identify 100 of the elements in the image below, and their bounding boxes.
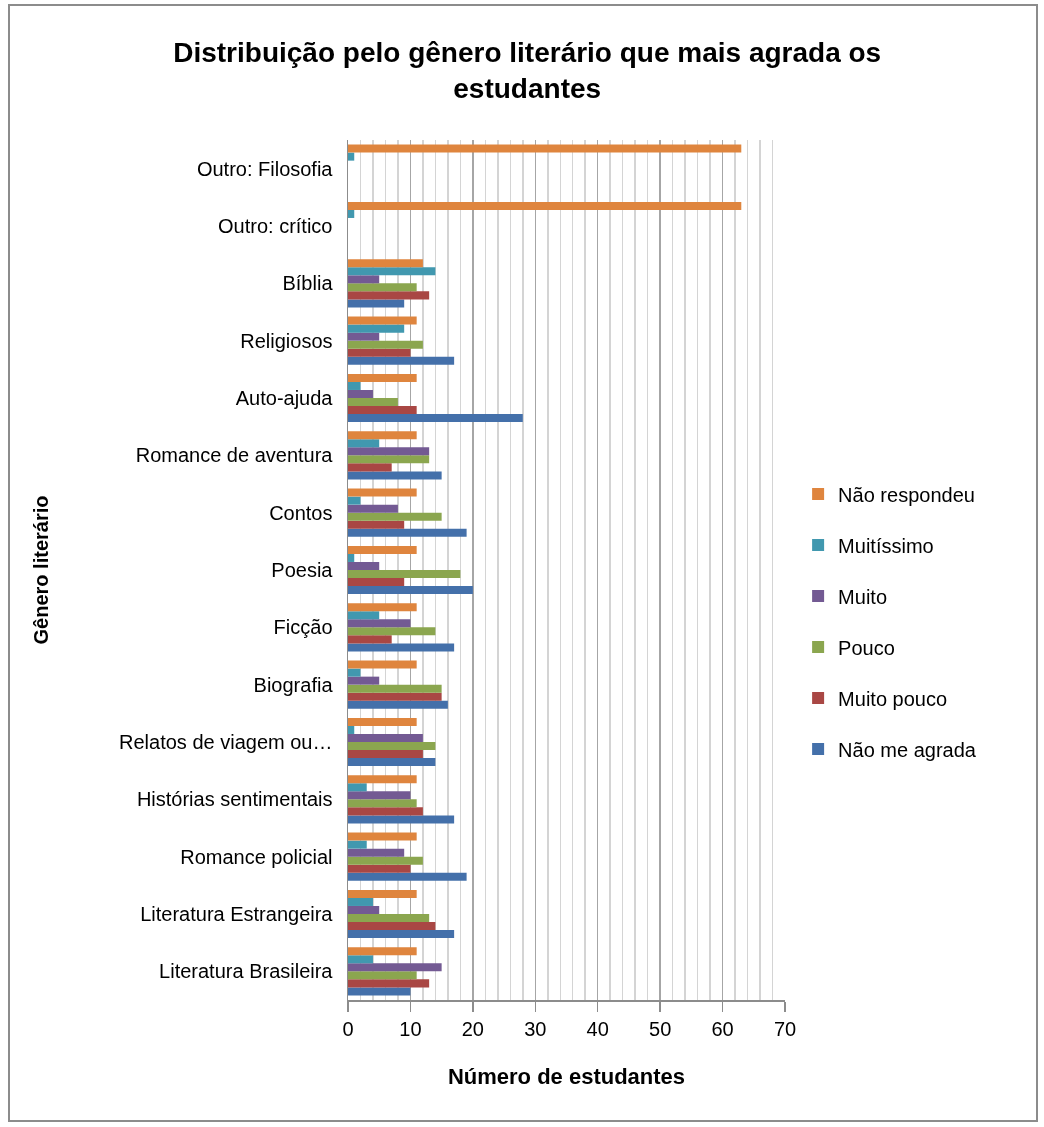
bar (348, 348, 411, 357)
bar (348, 414, 523, 423)
bar (348, 267, 436, 276)
y-tick-label: Auto-ajuda (235, 387, 334, 409)
chart-title: Distribuição pelo gênero literário que mais agrada os estudantes (173, 36, 882, 105)
bar (348, 381, 361, 390)
y-tick-label: Literatura Brasileira (159, 960, 334, 983)
bar (348, 922, 436, 931)
bar (348, 603, 417, 612)
y-axis-title: Gênero literário (29, 495, 52, 645)
bar (348, 840, 367, 849)
bar (348, 700, 448, 709)
bar (348, 545, 417, 554)
bar (348, 447, 430, 456)
bar (348, 643, 455, 652)
bar (348, 971, 417, 980)
y-tick-label: Ficção (273, 616, 333, 639)
bar (348, 553, 355, 562)
bar (348, 627, 436, 636)
bar (348, 528, 467, 537)
legend-label: Muitíssimo (838, 534, 934, 557)
bar (348, 439, 380, 448)
bar (348, 520, 405, 529)
bar (348, 914, 430, 923)
x-tick-label: 10 (399, 1017, 422, 1040)
y-tick-label: Outro: crítico (218, 215, 333, 237)
y-tick-label: Poesia (271, 559, 334, 581)
bar (348, 455, 430, 464)
bar (348, 930, 455, 939)
y-tick-label: Outro: Filosofia (196, 157, 334, 180)
bar (348, 791, 411, 800)
bar (348, 963, 442, 972)
bar (348, 299, 405, 308)
bar (348, 897, 373, 906)
bar (348, 488, 417, 497)
y-tick-label: Religiosos (240, 329, 333, 352)
bar (348, 815, 455, 824)
y-tick-label: Biografia (253, 673, 334, 696)
x-tick-label: 70 (773, 1017, 797, 1040)
bar (348, 512, 442, 521)
bar (348, 856, 423, 865)
bar (348, 152, 355, 161)
bar (348, 406, 417, 415)
bar (348, 389, 373, 398)
bar (348, 733, 423, 742)
bar (348, 783, 367, 792)
legend-label: Pouco (838, 636, 895, 659)
legend-label: Muito pouco (838, 687, 948, 710)
bar (348, 905, 380, 914)
bar (348, 725, 355, 734)
bar (348, 872, 467, 881)
bar (348, 275, 380, 284)
bar (348, 586, 473, 595)
y-tick-label: Literatura Estrangeira (140, 903, 334, 925)
bar (348, 504, 398, 513)
bar (348, 807, 423, 816)
bar (348, 668, 361, 677)
bar (348, 684, 442, 693)
bar (348, 463, 392, 472)
bar (348, 291, 430, 300)
bar (348, 356, 455, 365)
bar (348, 979, 430, 988)
bar (348, 955, 373, 964)
bar (348, 947, 417, 956)
bar (348, 209, 355, 218)
bar (348, 561, 380, 570)
x-tick-label: 50 (649, 1017, 672, 1040)
bar (348, 373, 417, 382)
bar (348, 332, 380, 341)
bar (348, 578, 405, 587)
bar (348, 987, 411, 996)
bar (348, 742, 436, 751)
x-tick-label: 30 (524, 1017, 547, 1040)
bar (348, 619, 411, 628)
bar (348, 570, 461, 579)
bar (348, 144, 742, 153)
bar (348, 775, 417, 784)
y-tick-label: Relatos de viagem ou… (119, 731, 333, 753)
bar (348, 660, 417, 669)
bar (348, 832, 417, 841)
bar (348, 864, 411, 873)
bar (348, 676, 380, 685)
legend-label: Não me agrada (838, 738, 977, 761)
bar (348, 324, 405, 333)
bar (348, 611, 380, 620)
x-axis-title: Número de estudantes (447, 1064, 686, 1090)
y-tick-label: Histórias sentimentais (136, 788, 333, 811)
bar (348, 799, 417, 808)
x-tick-label: 0 (342, 1017, 354, 1040)
x-tick-label: 20 (461, 1017, 484, 1040)
bar (348, 635, 392, 644)
bar (348, 496, 361, 505)
bar (348, 259, 423, 268)
x-tick-label: 60 (711, 1017, 734, 1040)
bar (348, 692, 442, 701)
legend-label: Não respondeu (838, 483, 975, 506)
bar (348, 471, 442, 480)
bar (348, 717, 417, 726)
bar (348, 316, 417, 325)
bar (348, 398, 398, 407)
